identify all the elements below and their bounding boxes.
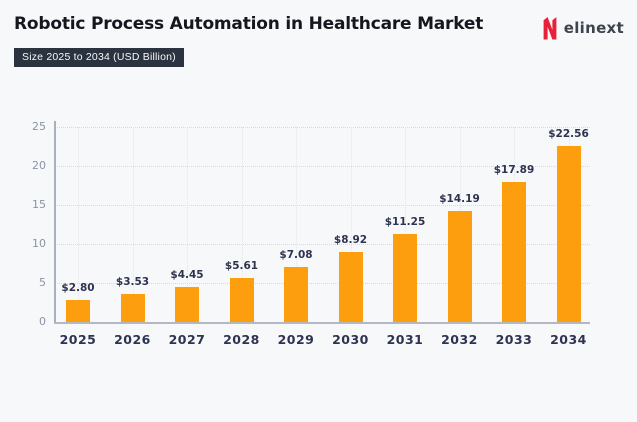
x-tick-label: 2033 — [495, 332, 533, 347]
x-tick-label: 2034 — [550, 332, 587, 347]
x-tick-label: 2031 — [386, 332, 424, 347]
x-tick-label: 2026 — [114, 332, 151, 347]
bar-value-label: $7.08 — [279, 248, 313, 261]
h-gridline — [55, 205, 590, 206]
bar-2026 — [120, 294, 145, 322]
y-axis-line — [54, 121, 56, 322]
bar-value-label: $4.45 — [170, 269, 204, 282]
v-gridline — [241, 127, 243, 322]
bar-value-label: $22.56 — [548, 128, 589, 141]
bar-value-label: $8.92 — [333, 234, 368, 247]
elinext-n-icon — [543, 17, 557, 40]
elinext-logo: elinext — [542, 15, 624, 40]
bar-2028 — [229, 278, 254, 322]
bar-value-label: $5.61 — [224, 260, 259, 273]
bar-value-label: $2.80 — [61, 282, 95, 295]
v-gridline — [78, 127, 79, 322]
bar-2032 — [447, 211, 472, 322]
y-tick-label: 0 — [39, 315, 46, 328]
bar-2027 — [175, 287, 199, 322]
v-gridline — [187, 127, 188, 322]
brand-name: elinext — [563, 18, 624, 37]
x-axis-line — [54, 322, 590, 324]
bar-value-label: $17.89 — [493, 164, 535, 177]
bar-value-label: $14.19 — [439, 193, 480, 206]
x-tick-label: 2030 — [332, 332, 369, 347]
h-gridline — [55, 166, 590, 167]
h-gridline — [55, 127, 590, 128]
y-tick-label: 15 — [32, 198, 46, 211]
bar-2029 — [284, 266, 308, 322]
bar-value-label: $11.25 — [384, 216, 426, 229]
y-tick-label: 25 — [32, 120, 46, 133]
x-tick-label: 2032 — [441, 332, 478, 347]
y-tick-label: 5 — [39, 276, 46, 289]
y-tick-label: 20 — [32, 159, 46, 172]
x-tick-label: 2029 — [277, 332, 315, 347]
v-gridline — [296, 127, 297, 322]
bar-2030 — [338, 252, 363, 322]
v-gridline — [350, 127, 352, 322]
x-tick-label: 2025 — [59, 332, 97, 347]
bar-2031 — [393, 234, 417, 322]
bar-2034 — [556, 146, 581, 322]
v-gridline — [405, 127, 406, 322]
y-tick-label: 10 — [32, 237, 46, 250]
x-tick-label: 2027 — [168, 332, 206, 347]
page-title: Robotic Process Automation in Healthcare… — [14, 14, 484, 34]
h-gridline — [55, 283, 590, 284]
h-gridline — [55, 244, 590, 245]
bar-2033 — [502, 182, 526, 322]
v-gridline — [132, 127, 134, 322]
bar-value-label: $3.53 — [115, 276, 150, 289]
x-tick-label: 2028 — [223, 332, 260, 347]
bar-2025 — [66, 300, 90, 322]
subtitle-badge: Size 2025 to 2034 (USD Billion) — [14, 48, 184, 67]
